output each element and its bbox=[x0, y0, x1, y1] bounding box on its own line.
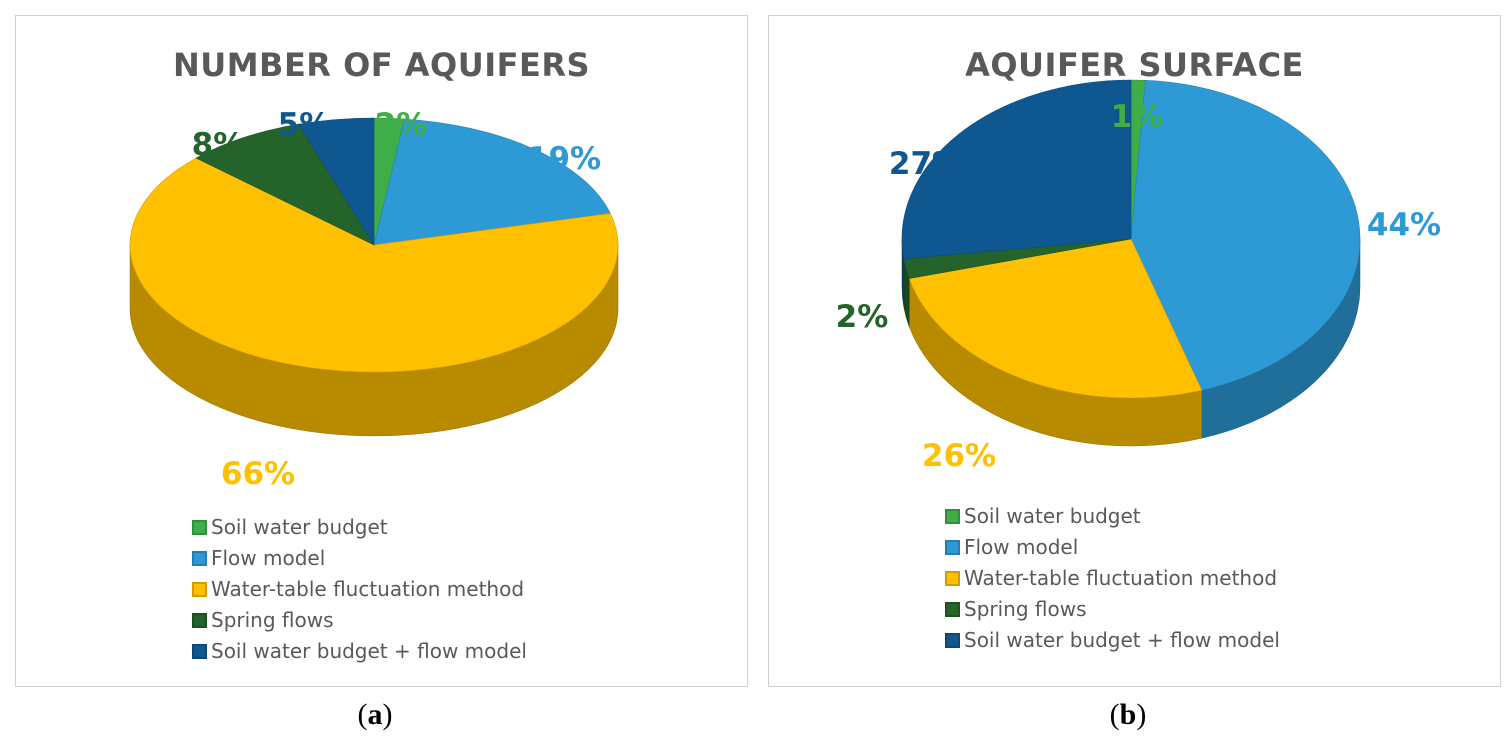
data-label-spring-flows: 2% bbox=[836, 299, 889, 335]
legend-item: Water-table fluctuation method bbox=[945, 563, 1280, 594]
caption-letter: a bbox=[367, 698, 383, 731]
pie-slice-flow-model bbox=[1130, 80, 1361, 391]
legend-swatch bbox=[192, 644, 207, 659]
legend-swatch bbox=[945, 633, 960, 648]
legend-label: Water-table fluctuation method bbox=[211, 577, 525, 601]
pie-slices bbox=[901, 79, 1361, 399]
legend-label: Flow model bbox=[211, 546, 326, 570]
legend-label: Water-table fluctuation method bbox=[964, 566, 1278, 590]
legend-item: Soil water budget + flow model bbox=[945, 625, 1280, 656]
legend-swatch bbox=[192, 613, 207, 628]
chart-title-b: AQUIFER SURFACE bbox=[965, 46, 1304, 84]
legend-label: Spring flows bbox=[211, 608, 334, 632]
legend-swatch bbox=[192, 520, 207, 535]
data-label-soil-water-budget: 1% bbox=[1111, 99, 1164, 135]
data-label-soil-water-budget: 2% bbox=[375, 107, 428, 143]
legend-a: Soil water budget Flow model Water-table… bbox=[192, 512, 527, 667]
chart-title-a: NUMBER OF AQUIFERS bbox=[172, 46, 591, 84]
legend-label: Soil water budget bbox=[211, 515, 388, 539]
pie-slice-soil-water-budget-flow-model bbox=[298, 117, 375, 247]
pie-slice-spring-flows bbox=[195, 123, 375, 246]
pie-slice-soil-water-budget-flow-model bbox=[901, 79, 1132, 260]
legend-swatch bbox=[945, 509, 960, 524]
caption-a: (a) bbox=[357, 698, 393, 731]
data-label-soil-water-budget-flow-model: 5% bbox=[278, 107, 331, 143]
legend-swatch bbox=[945, 540, 960, 555]
legend-item: Spring flows bbox=[945, 594, 1280, 625]
data-label-flow-model: 44% bbox=[1367, 207, 1441, 243]
pie-chart-b: 1% 44% 26% 2% 27% bbox=[836, 79, 1441, 474]
legend-item: Flow model bbox=[945, 532, 1280, 563]
chart-panel-b: 1% 44% 26% 2% 27% AQUIFER SURFACE Soil water… bbox=[768, 15, 1501, 687]
legend-swatch bbox=[945, 571, 960, 586]
legend-item: Soil water budget + flow model bbox=[192, 636, 527, 667]
data-label-water-table-fluctuation-method: 26% bbox=[922, 438, 996, 474]
legend-b: Soil water budget Flow model Water-table… bbox=[945, 501, 1280, 656]
caption-b: (b) bbox=[1109, 698, 1147, 731]
pie-slice-water-table-fluctuation-method bbox=[129, 157, 619, 373]
legend-swatch bbox=[945, 602, 960, 617]
legend-item: Water-table fluctuation method bbox=[192, 574, 527, 605]
pie-slice-flow-model bbox=[373, 118, 611, 246]
legend-label: Spring flows bbox=[964, 597, 1087, 621]
legend-label: Flow model bbox=[964, 535, 1079, 559]
pie-chart-a: 2% 19% 66% 8% 5% bbox=[129, 107, 619, 492]
data-label-spring-flows: 8% bbox=[192, 127, 245, 163]
data-label-flow-model: 19% bbox=[527, 141, 601, 177]
legend-item: Flow model bbox=[192, 543, 527, 574]
legend-item: Spring flows bbox=[192, 605, 527, 636]
data-label-water-table-fluctuation-method: 66% bbox=[221, 456, 295, 492]
legend-label: Soil water budget + flow model bbox=[211, 639, 527, 663]
legend-swatch bbox=[192, 551, 207, 566]
chart-panel-a: 2% 19% 66% 8% 5% NUMBER OF AQUIFERS Soil wat… bbox=[15, 15, 748, 687]
pie-slice-water-table-fluctuation-method bbox=[908, 238, 1203, 399]
pie-slices bbox=[129, 117, 619, 373]
data-label-soil-water-budget-flow-model: 27% bbox=[889, 146, 963, 182]
legend-item: Soil water budget bbox=[192, 512, 527, 543]
legend-label: Soil water budget + flow model bbox=[964, 628, 1280, 652]
legend-swatch bbox=[192, 582, 207, 597]
legend-item: Soil water budget bbox=[945, 501, 1280, 532]
legend-label: Soil water budget bbox=[964, 504, 1141, 528]
caption-letter: b bbox=[1119, 698, 1137, 731]
